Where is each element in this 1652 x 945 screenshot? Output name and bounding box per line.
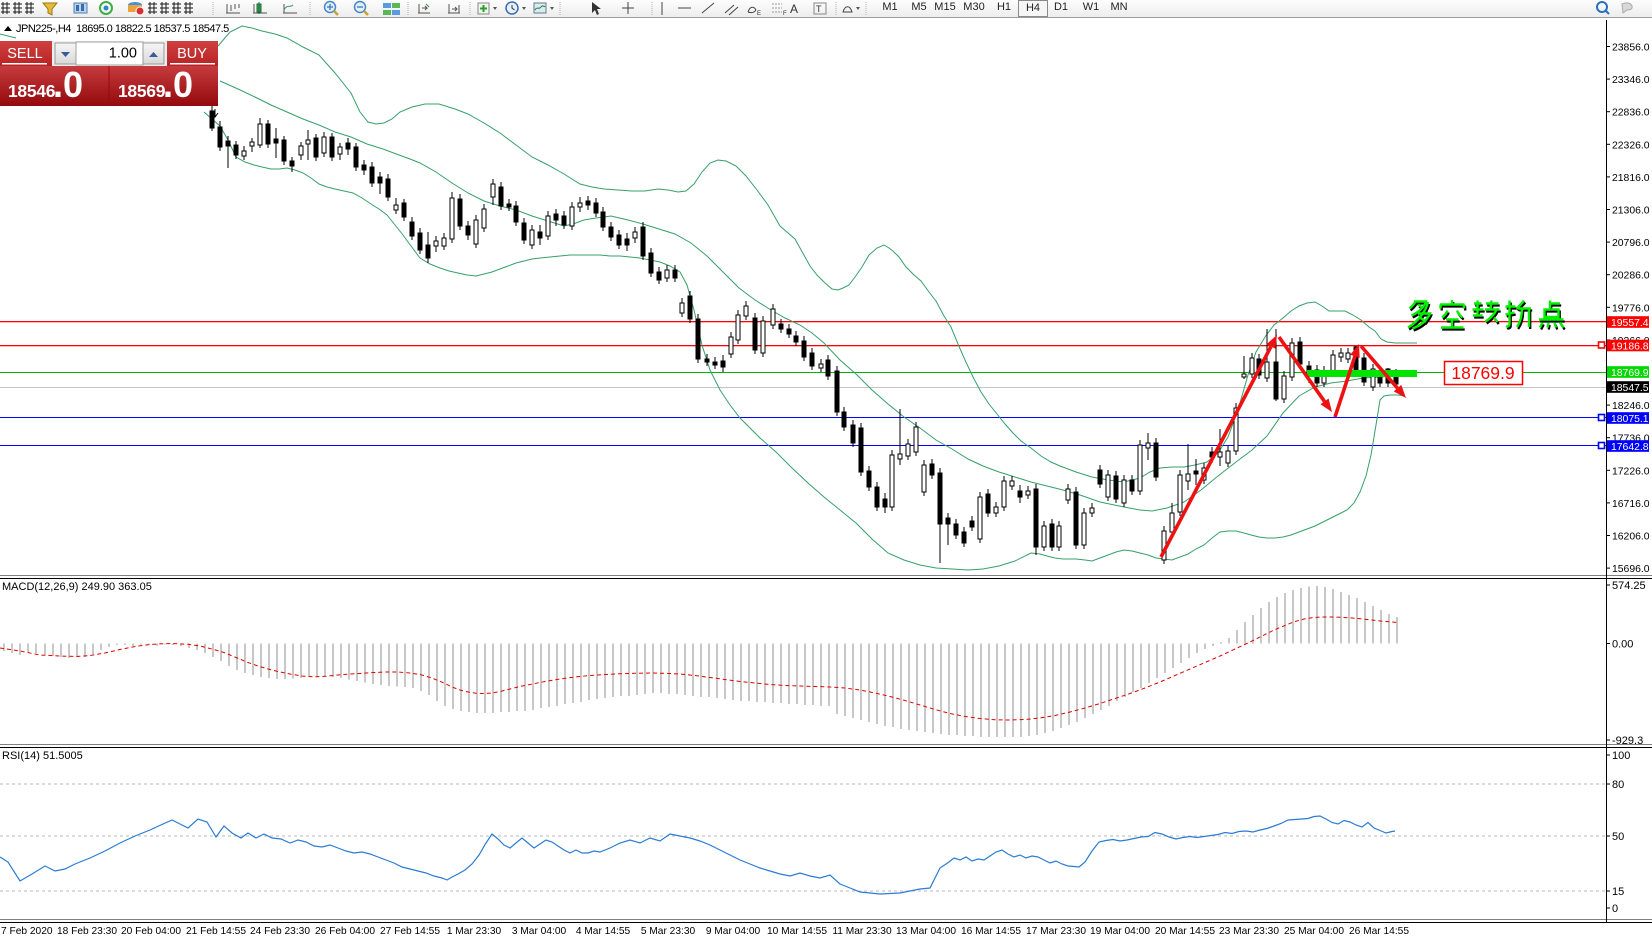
svg-text:26 Feb 04:00: 26 Feb 04:00 — [315, 926, 375, 937]
svg-text:22326.0: 22326.0 — [1612, 140, 1650, 151]
svg-text:21816.0: 21816.0 — [1612, 173, 1650, 184]
svg-text:23 Mar 23:30: 23 Mar 23:30 — [1219, 926, 1279, 937]
svg-text:F: F — [783, 11, 787, 17]
svg-text:T: T — [816, 4, 822, 14]
svg-text:16716.0: 16716.0 — [1612, 499, 1650, 510]
svg-text:17 Mar 23:30: 17 Mar 23:30 — [1026, 926, 1086, 937]
svg-text:17642.8: 17642.8 — [1611, 442, 1649, 453]
svg-text:20 Feb 04:00: 20 Feb 04:00 — [121, 926, 181, 937]
svg-text:21306.0: 21306.0 — [1612, 206, 1650, 217]
svg-text:16206.0: 16206.0 — [1612, 532, 1650, 543]
svg-text:9 Mar 04:00: 9 Mar 04:00 — [706, 926, 761, 937]
svg-text:18246.0: 18246.0 — [1612, 401, 1650, 412]
svg-text:19557.4: 19557.4 — [1611, 318, 1649, 329]
svg-text:.0: .0 — [53, 64, 83, 105]
svg-text:JPN225-,H4 18695.0 18822.5 18: JPN225-,H4 18695.0 18822.5 18537.5 18547… — [16, 23, 229, 35]
svg-text:-929.3: -929.3 — [1612, 735, 1643, 747]
svg-text:BUY: BUY — [177, 46, 207, 62]
svg-text:7 Feb 2020: 7 Feb 2020 — [1, 926, 53, 937]
svg-text:18547.5: 18547.5 — [1611, 383, 1649, 394]
svg-text:.0: .0 — [163, 64, 193, 105]
svg-text:20796.0: 20796.0 — [1612, 238, 1650, 249]
svg-text:1.00: 1.00 — [109, 46, 137, 62]
svg-text:MACD(12,26,9) 249.90 363.05: MACD(12,26,9) 249.90 363.05 — [2, 581, 152, 593]
svg-text:19776.0: 19776.0 — [1612, 303, 1650, 314]
svg-text:15: 15 — [1612, 886, 1624, 898]
svg-text:11 Mar 23:30: 11 Mar 23:30 — [832, 926, 892, 937]
svg-text:17736.0: 17736.0 — [1612, 434, 1650, 445]
svg-text:15696.0: 15696.0 — [1612, 564, 1650, 575]
svg-text:27 Feb 14:55: 27 Feb 14:55 — [380, 926, 440, 937]
svg-text:80: 80 — [1612, 779, 1624, 791]
svg-text:1 Mar 23:30: 1 Mar 23:30 — [447, 926, 502, 937]
svg-text:17226.0: 17226.0 — [1612, 466, 1650, 477]
svg-text:20 Mar 14:55: 20 Mar 14:55 — [1155, 926, 1215, 937]
svg-text:5 Mar 23:30: 5 Mar 23:30 — [641, 926, 696, 937]
svg-text:574.25: 574.25 — [1612, 580, 1646, 592]
svg-text:10 Mar 14:55: 10 Mar 14:55 — [767, 926, 827, 937]
svg-text:25 Mar 04:00: 25 Mar 04:00 — [1284, 926, 1344, 937]
svg-text:18569: 18569 — [118, 81, 166, 101]
svg-text:RSI(14) 51.5005: RSI(14) 51.5005 — [2, 750, 83, 762]
svg-text:A: A — [790, 2, 798, 16]
svg-text:23346.0: 23346.0 — [1612, 75, 1650, 86]
svg-text:0: 0 — [1612, 903, 1618, 915]
svg-text:18769.9: 18769.9 — [1611, 368, 1649, 379]
svg-text:18769.9: 18769.9 — [1451, 363, 1514, 383]
svg-text:16 Mar 14:55: 16 Mar 14:55 — [961, 926, 1021, 937]
svg-text:50: 50 — [1612, 831, 1624, 843]
svg-text:18546: 18546 — [8, 81, 56, 101]
svg-text:3 Mar 04:00: 3 Mar 04:00 — [512, 926, 567, 937]
svg-text:19186.8: 19186.8 — [1611, 342, 1649, 353]
svg-text:24 Feb 23:30: 24 Feb 23:30 — [250, 926, 310, 937]
svg-text:20286.0: 20286.0 — [1612, 271, 1650, 282]
svg-text:0.00: 0.00 — [1612, 639, 1633, 651]
svg-text:26 Mar 14:55: 26 Mar 14:55 — [1349, 926, 1409, 937]
svg-text:SELL: SELL — [7, 46, 42, 62]
svg-text:22836.0: 22836.0 — [1612, 108, 1650, 119]
svg-text:E: E — [757, 11, 761, 17]
svg-text:21 Feb 14:55: 21 Feb 14:55 — [186, 926, 246, 937]
svg-text:13 Mar 04:00: 13 Mar 04:00 — [896, 926, 956, 937]
svg-text:100: 100 — [1612, 750, 1630, 762]
svg-text:18075.1: 18075.1 — [1611, 414, 1649, 425]
svg-text:19 Mar 04:00: 19 Mar 04:00 — [1090, 926, 1150, 937]
svg-text:4 Mar 14:55: 4 Mar 14:55 — [576, 926, 631, 937]
svg-text:18 Feb 23:30: 18 Feb 23:30 — [57, 926, 117, 937]
svg-text:23856.0: 23856.0 — [1612, 43, 1650, 54]
